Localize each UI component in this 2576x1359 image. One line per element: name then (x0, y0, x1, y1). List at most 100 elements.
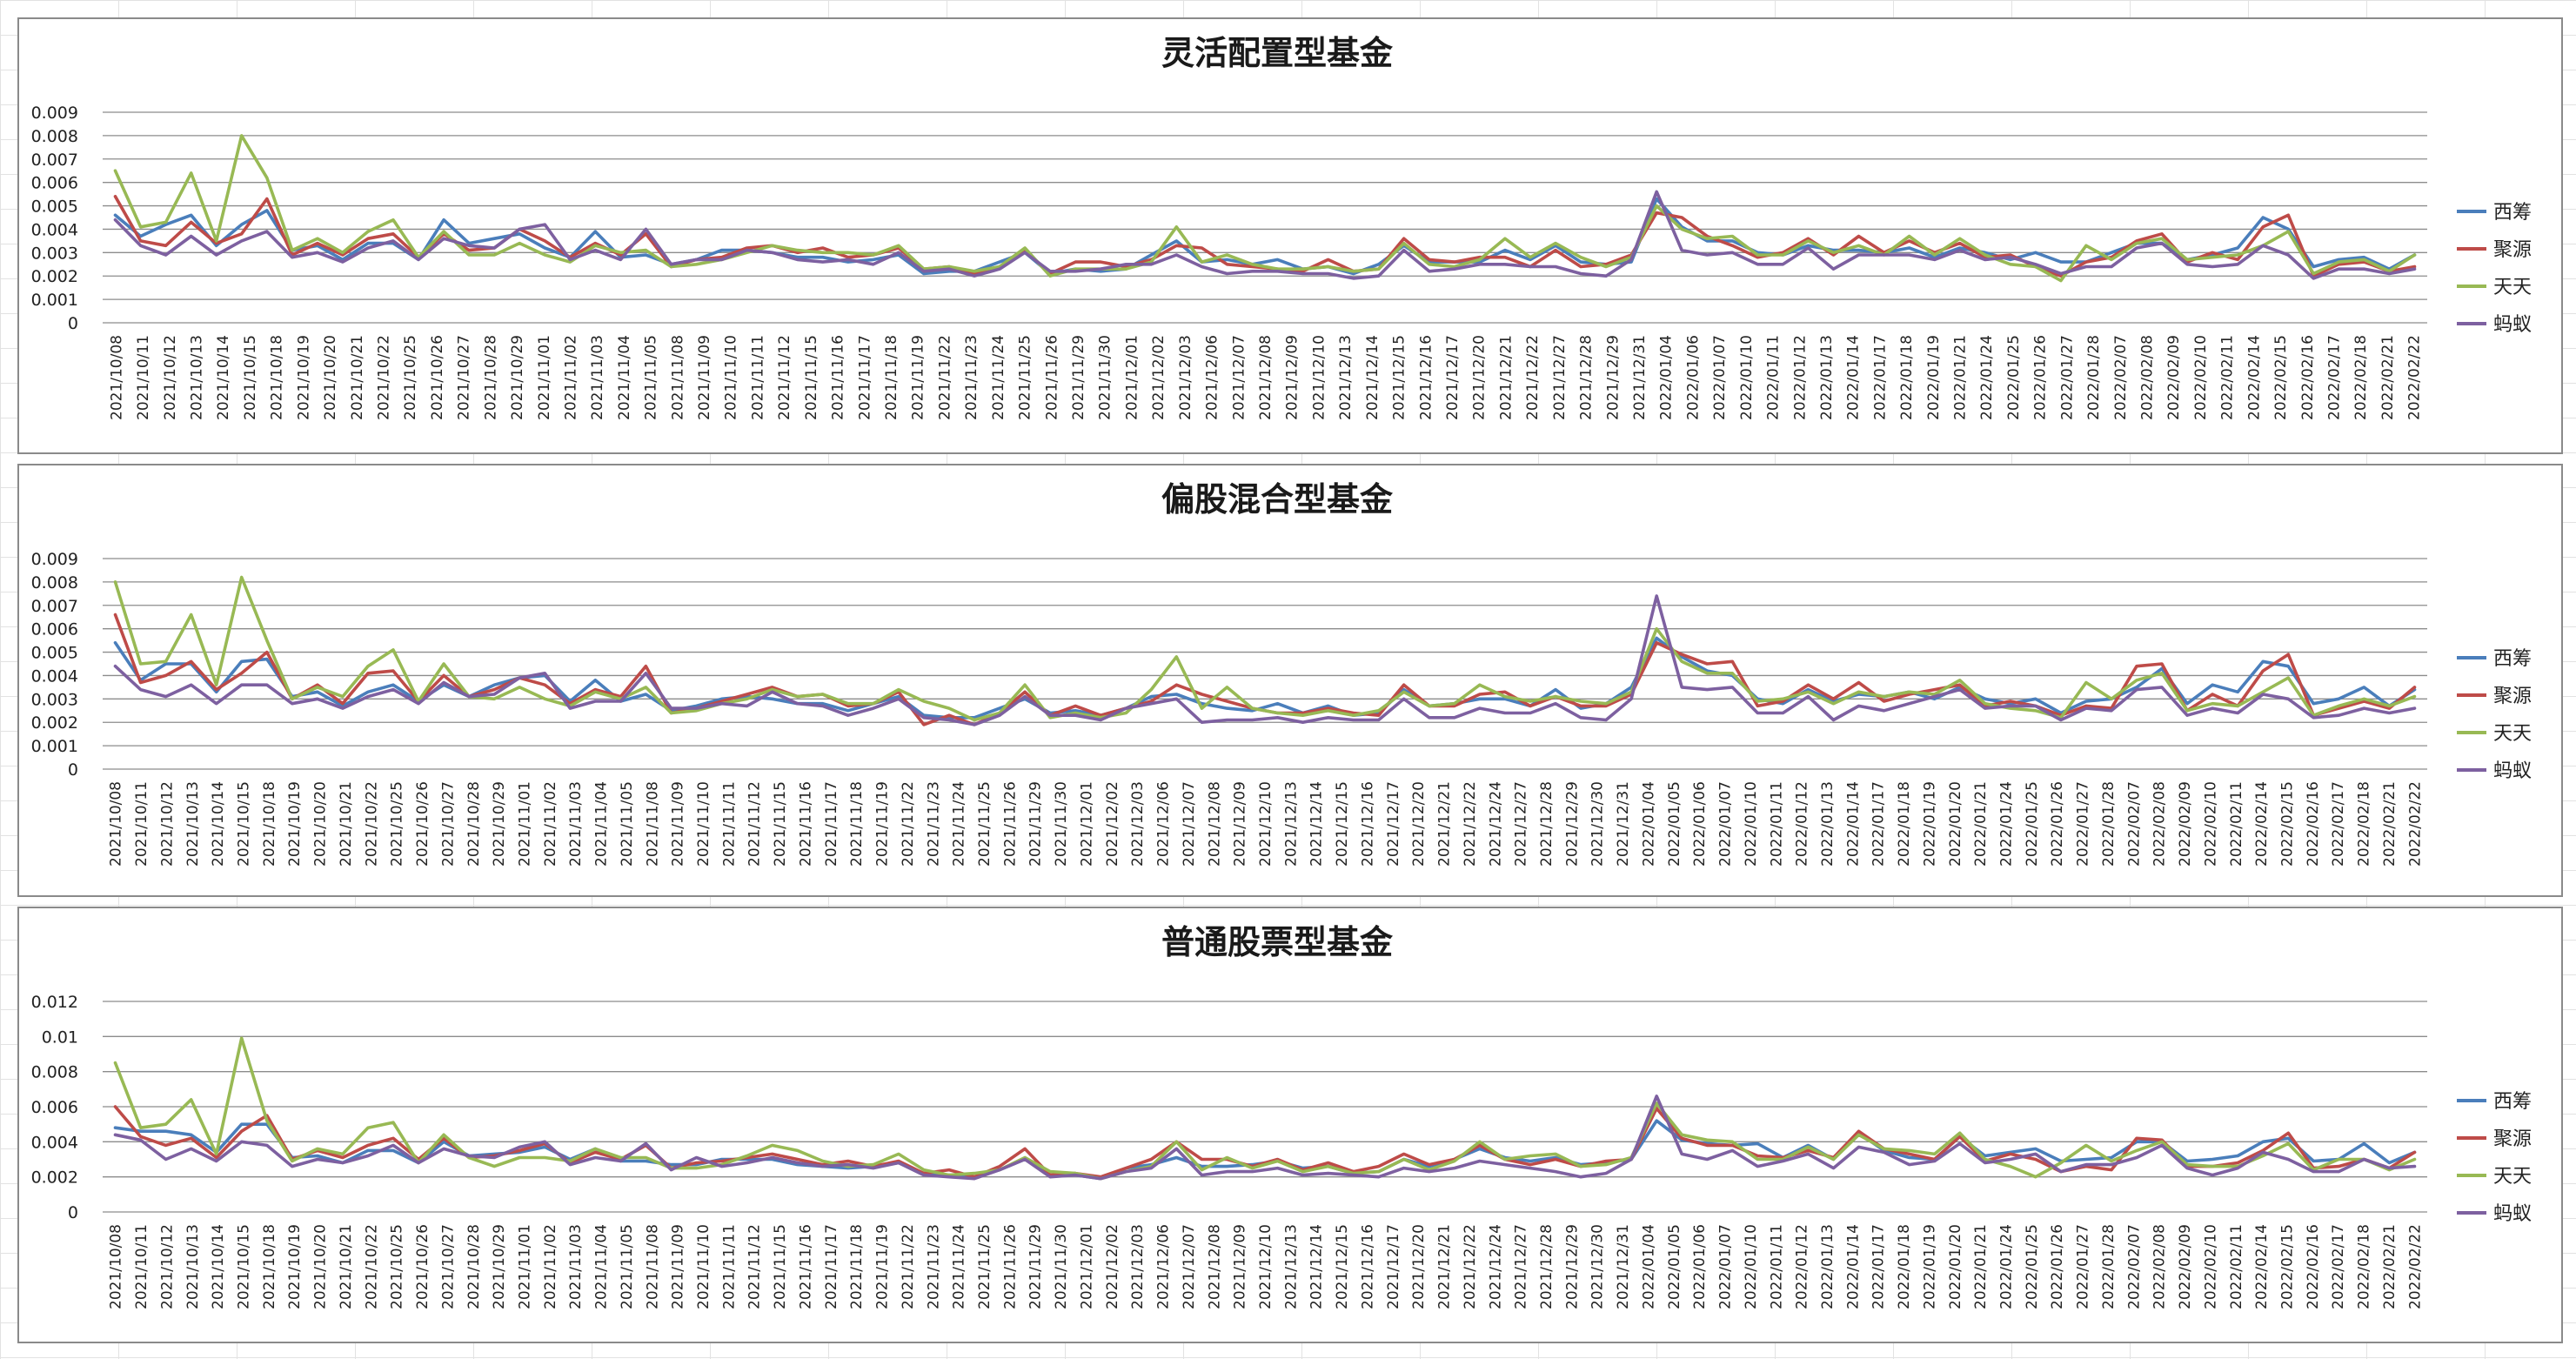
x-tick-label: 2021/11/30 (1053, 1224, 1070, 1309)
y-tick-label: 0.009 (31, 550, 78, 569)
x-tick-label: 2021/11/24 (951, 781, 968, 867)
x-tick-label: 2022/01/04 (1640, 781, 1657, 867)
x-tick-label: 2022/01/10 (1738, 335, 1756, 420)
x-tick-label: 2022/02/21 (2379, 335, 2397, 420)
x-tick-label: 2022/01/13 (1818, 335, 1836, 420)
x-tick-label: 2021/11/12 (746, 781, 764, 867)
x-tick-label: 2022/02/09 (2177, 781, 2194, 867)
x-tick-label: 2022/01/28 (2100, 1224, 2118, 1309)
x-tick-label: 2021/10/29 (509, 335, 526, 420)
x-tick-label: 2021/11/01 (516, 781, 533, 867)
y-tick-label: 0.007 (31, 597, 78, 616)
x-tick-label: 2021/12/27 (1513, 781, 1530, 867)
x-tick-label: 2021/11/09 (670, 781, 687, 867)
series-line-0 (113, 197, 2417, 276)
x-tick-label: 2021/12/06 (1155, 781, 1173, 867)
x-tick-label: 2022/02/08 (2151, 781, 2169, 867)
x-tick-label: 2021/10/21 (349, 335, 366, 420)
x-tick-label: 2021/10/29 (491, 1224, 508, 1309)
x-tick-label: 2021/11/17 (856, 335, 873, 420)
x-tick-label: 2022/01/10 (1743, 781, 1760, 867)
x-tick-label: 2021/12/06 (1204, 335, 1221, 420)
x-tick-label: 2021/10/12 (158, 781, 176, 867)
x-tick-label: 2021/12/13 (1282, 1224, 1300, 1309)
x-tick-label: 2021/10/20 (312, 1224, 330, 1309)
x-tick-label: 2022/01/20 (1947, 781, 1964, 867)
y-tick-label: 0.006 (31, 620, 78, 639)
x-tick-label: 2021/12/15 (1391, 335, 1408, 420)
x-tick-label: 2021/10/11 (135, 335, 152, 420)
y-tick-label: 0.002 (31, 713, 78, 733)
x-tick-label: 2022/01/10 (1743, 1224, 1760, 1309)
x-tick-label: 2021/12/16 (1359, 781, 1376, 867)
x-tick-label: 2021/11/22 (900, 1224, 917, 1309)
x-tick-label: 2021/10/22 (375, 335, 392, 420)
x-tick-label: 2021/12/20 (1410, 781, 1428, 867)
y-tick-label: 0.004 (31, 220, 78, 239)
x-tick-label: 2022/02/15 (2279, 781, 2297, 867)
x-tick-label: 2021/12/14 (1364, 335, 1382, 420)
y-tick-label: 0.001 (31, 737, 78, 756)
legend-label: 聚源 (2493, 686, 2532, 707)
series-line-2 (113, 575, 2417, 722)
x-tick-label: 2022/02/11 (2228, 1224, 2245, 1309)
y-tick-label: 0.008 (31, 1063, 78, 1082)
x-tick-label: 2021/11/15 (772, 1224, 789, 1309)
x-tick-label: 2021/10/26 (414, 781, 432, 867)
series-line-2 (113, 1036, 2417, 1181)
x-tick-label: 2021/10/21 (338, 781, 355, 867)
x-tick-label: 2021/12/21 (1497, 335, 1515, 420)
x-tick-label: 2021/12/28 (1538, 1224, 1556, 1309)
x-tick-label: 2021/11/18 (848, 781, 866, 867)
x-tick-label: 2021/11/19 (910, 335, 927, 420)
x-tick-label: 2021/12/15 (1334, 1224, 1351, 1309)
y-tick-label: 0.004 (31, 1133, 78, 1152)
x-tick-label: 2021/11/05 (619, 781, 636, 867)
x-tick-label: 2022/02/14 (2245, 335, 2263, 420)
x-tick-label: 2022/01/18 (1898, 335, 1916, 420)
x-tick-label: 2022/02/10 (2202, 1224, 2219, 1309)
y-tick-label: 0.001 (31, 291, 78, 310)
x-tick-label: 2021/11/09 (670, 1224, 687, 1309)
x-tick-label: 2022/02/07 (2125, 781, 2143, 867)
legend-label: 天天 (2493, 723, 2532, 745)
x-tick-label: 2022/02/10 (2192, 335, 2210, 420)
y-tick-label: 0.005 (31, 644, 78, 663)
x-tick-label: 2022/01/26 (2049, 1224, 2066, 1309)
x-tick-label: 2021/10/27 (456, 335, 473, 420)
x-tick-label: 2021/10/11 (133, 781, 151, 867)
x-tick-label: 2021/12/09 (1232, 781, 1249, 867)
x-tick-label: 2021/11/24 (951, 1224, 968, 1309)
x-tick-label: 2021/11/04 (616, 335, 633, 420)
x-tick-label: 2021/11/24 (990, 335, 1007, 420)
x-tick-label: 2021/11/02 (562, 335, 579, 420)
x-tick-label: 2022/02/18 (2356, 781, 2373, 867)
legend-label: 西筹 (2493, 202, 2532, 224)
x-tick-label: 2021/10/15 (235, 1224, 252, 1309)
x-tick-label: 2021/11/30 (1053, 781, 1070, 867)
x-tick-label: 2021/12/29 (1563, 1224, 1581, 1309)
x-tick-label: 2021/10/19 (286, 781, 304, 867)
x-tick-label: 2021/11/29 (1027, 1224, 1045, 1309)
x-tick-label: 2021/11/11 (720, 781, 738, 867)
x-tick-label: 2022/01/24 (1998, 1224, 2016, 1309)
x-tick-label: 2022/01/20 (1947, 1224, 1964, 1309)
x-tick-label: 2022/01/14 (1844, 1224, 1862, 1309)
x-tick-label: 2021/11/04 (593, 781, 611, 867)
x-tick-label: 2022/01/18 (1896, 781, 1913, 867)
chart-panel-common-stock: 普通股票型基金 0 0.002 0.004 0.006 0.008 0.01 0.012 202… (17, 907, 2563, 1343)
x-tick-label: 2021/11/11 (720, 1224, 738, 1309)
legend-label: 蚂蚁 (2493, 314, 2532, 336)
x-tick-label: 2022/01/11 (1768, 781, 1785, 867)
x-tick-label: 2021/12/27 (1513, 1224, 1530, 1309)
x-tick-label: 2022/01/04 (1640, 1224, 1657, 1309)
x-tick-label: 2021/12/15 (1334, 781, 1351, 867)
x-tick-label: 2021/10/13 (184, 781, 202, 867)
x-tick-label: 2022/01/14 (1844, 781, 1862, 867)
x-tick-label: 2021/12/17 (1385, 781, 1402, 867)
x-tick-label: 2021/12/27 (1551, 335, 1569, 420)
y-tick-label: 0.002 (31, 267, 78, 286)
x-tick-label: 2021/10/28 (465, 781, 483, 867)
x-tick-label: 2022/01/25 (2024, 1224, 2041, 1309)
x-tick-label: 2021/12/07 (1181, 1224, 1198, 1309)
